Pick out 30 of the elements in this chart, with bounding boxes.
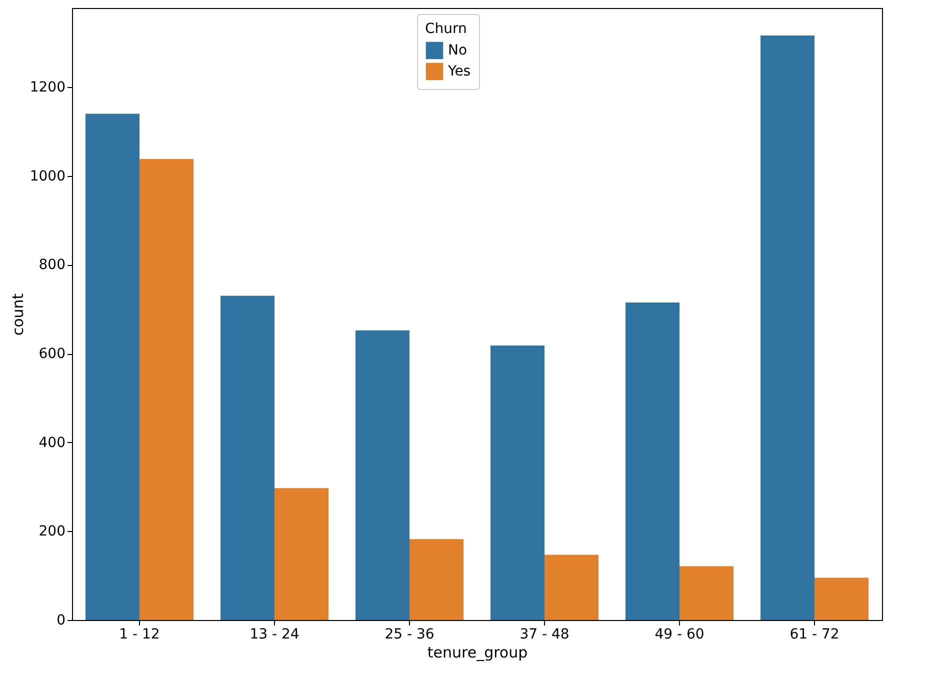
x-tick-label: 1 - 12 [119, 626, 160, 642]
bar [544, 554, 598, 620]
y-tick-label: 200 [38, 524, 66, 540]
bar [220, 296, 274, 620]
y-tick-label: 1200 [30, 80, 66, 96]
y-tick-label: 400 [38, 434, 66, 451]
legend-title: Churn [425, 21, 467, 37]
y-axis-title: count [8, 293, 27, 336]
legend-label: No [448, 42, 468, 58]
bar [140, 159, 194, 620]
bar [626, 302, 680, 620]
bar [356, 330, 410, 620]
x-tick-label: 61 - 72 [790, 626, 840, 642]
x-tick-label: 25 - 36 [384, 626, 434, 642]
x-axis-title: tenure_group [427, 644, 528, 662]
y-tick-label: 600 [38, 346, 66, 362]
x-tick-label: 49 - 60 [654, 626, 704, 642]
bar [274, 488, 328, 620]
bar [490, 346, 544, 620]
x-tick-label: 13 - 24 [250, 626, 300, 642]
bar [86, 114, 140, 620]
bar [760, 36, 814, 620]
x-tick-label: 37 - 48 [520, 626, 570, 642]
bar [410, 539, 464, 620]
legend-label: Yes [447, 64, 471, 80]
y-tick-label: 800 [38, 257, 66, 274]
y-tick-label: 0 [56, 612, 66, 628]
y-tick-label: 1000 [30, 168, 66, 184]
bar [680, 566, 734, 620]
bar [814, 578, 868, 620]
